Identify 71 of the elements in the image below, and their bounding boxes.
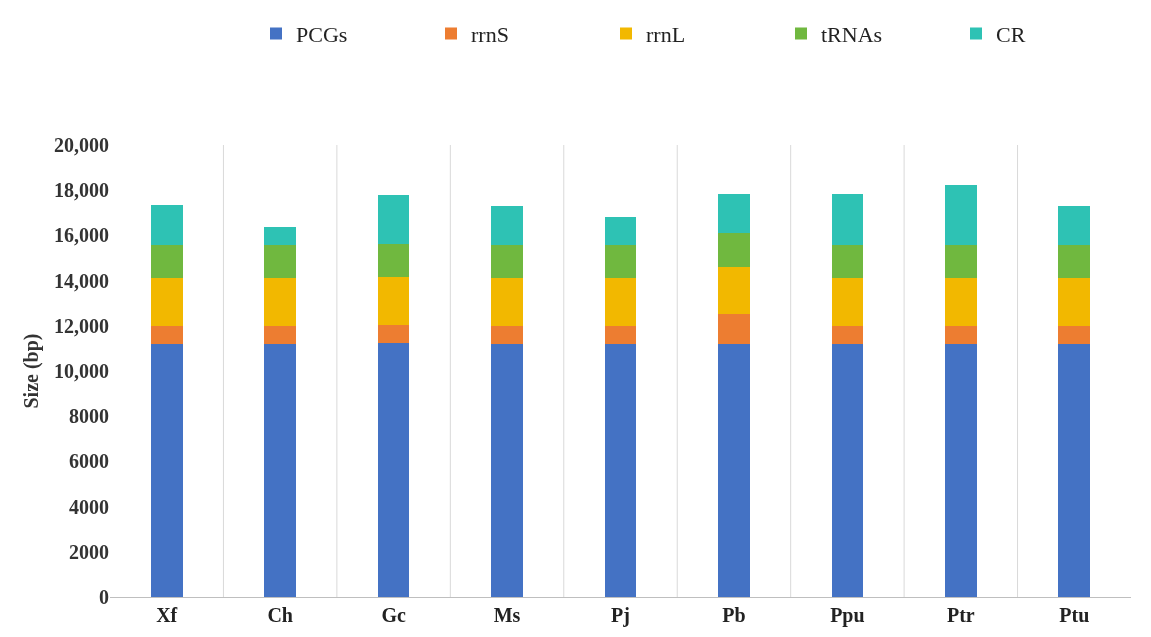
legend-label: CR <box>996 21 1026 47</box>
bar <box>604 343 637 597</box>
bar <box>377 194 410 244</box>
bar <box>604 245 637 279</box>
bar <box>831 278 864 326</box>
bar <box>718 193 750 234</box>
bar <box>718 233 750 268</box>
bar <box>831 193 864 246</box>
bar <box>150 325 183 344</box>
bar <box>377 277 410 325</box>
bar <box>718 343 750 597</box>
y-tick-label: 12,000 <box>54 314 109 337</box>
y-tick-label: 0 <box>99 586 109 608</box>
bar <box>150 278 183 326</box>
legend-label: rrnL <box>646 21 686 47</box>
bar <box>1058 245 1091 279</box>
bar <box>831 325 864 344</box>
y-tick-label: 14,000 <box>54 269 109 292</box>
x-tick-label: Xf <box>156 604 178 626</box>
bar <box>604 325 637 344</box>
x-tick-label: Pb <box>722 604 746 626</box>
bar <box>944 185 977 246</box>
bar <box>718 267 750 315</box>
y-tick-label: 10,000 <box>54 360 109 382</box>
bar <box>831 245 864 279</box>
x-tick-label: Ptr <box>946 604 975 626</box>
bar <box>944 245 977 279</box>
legend-label: tRNAs <box>821 21 883 47</box>
bar <box>944 325 977 344</box>
bar <box>604 278 637 326</box>
bar <box>944 278 977 326</box>
x-tick-label: Ch <box>267 604 293 626</box>
bar <box>264 245 297 279</box>
x-tick-label: Pj <box>611 604 630 627</box>
y-axis-title: Size (bp) <box>19 333 43 409</box>
bar <box>377 243 410 278</box>
bar <box>150 204 183 246</box>
y-tick-label: 16,000 <box>54 224 109 247</box>
bar <box>1058 278 1091 326</box>
bar <box>377 342 410 597</box>
bar <box>264 325 297 344</box>
y-tick-label: 6000 <box>69 450 109 473</box>
y-tick-label: 18,000 <box>54 179 109 202</box>
bar <box>150 245 183 279</box>
bar <box>264 343 297 597</box>
y-tick-label: 20,000 <box>54 134 109 156</box>
bar <box>377 324 410 343</box>
bar <box>944 343 977 597</box>
bar <box>491 245 523 279</box>
x-tick-label: Gc <box>381 604 406 626</box>
bar <box>1058 206 1091 246</box>
bar <box>831 343 864 597</box>
bar <box>264 278 297 326</box>
x-tick-label: Ms <box>493 604 521 626</box>
bar <box>491 343 523 597</box>
bar <box>491 325 523 344</box>
y-tick-label: 8000 <box>69 405 109 428</box>
bar <box>604 216 637 246</box>
y-tick-label: 2000 <box>69 540 109 563</box>
legend-label: rrnS <box>471 21 509 47</box>
x-tick-label: Ptu <box>1059 604 1090 626</box>
x-tick-label: Ppu <box>830 604 865 627</box>
bar <box>150 343 183 597</box>
bar <box>1058 343 1091 597</box>
bar <box>491 278 523 326</box>
y-tick-label: 4000 <box>69 495 109 518</box>
bar <box>491 206 523 246</box>
bar <box>718 314 750 344</box>
bar <box>264 226 297 246</box>
legend-label: PCGs <box>296 21 348 47</box>
bar <box>1058 325 1091 344</box>
